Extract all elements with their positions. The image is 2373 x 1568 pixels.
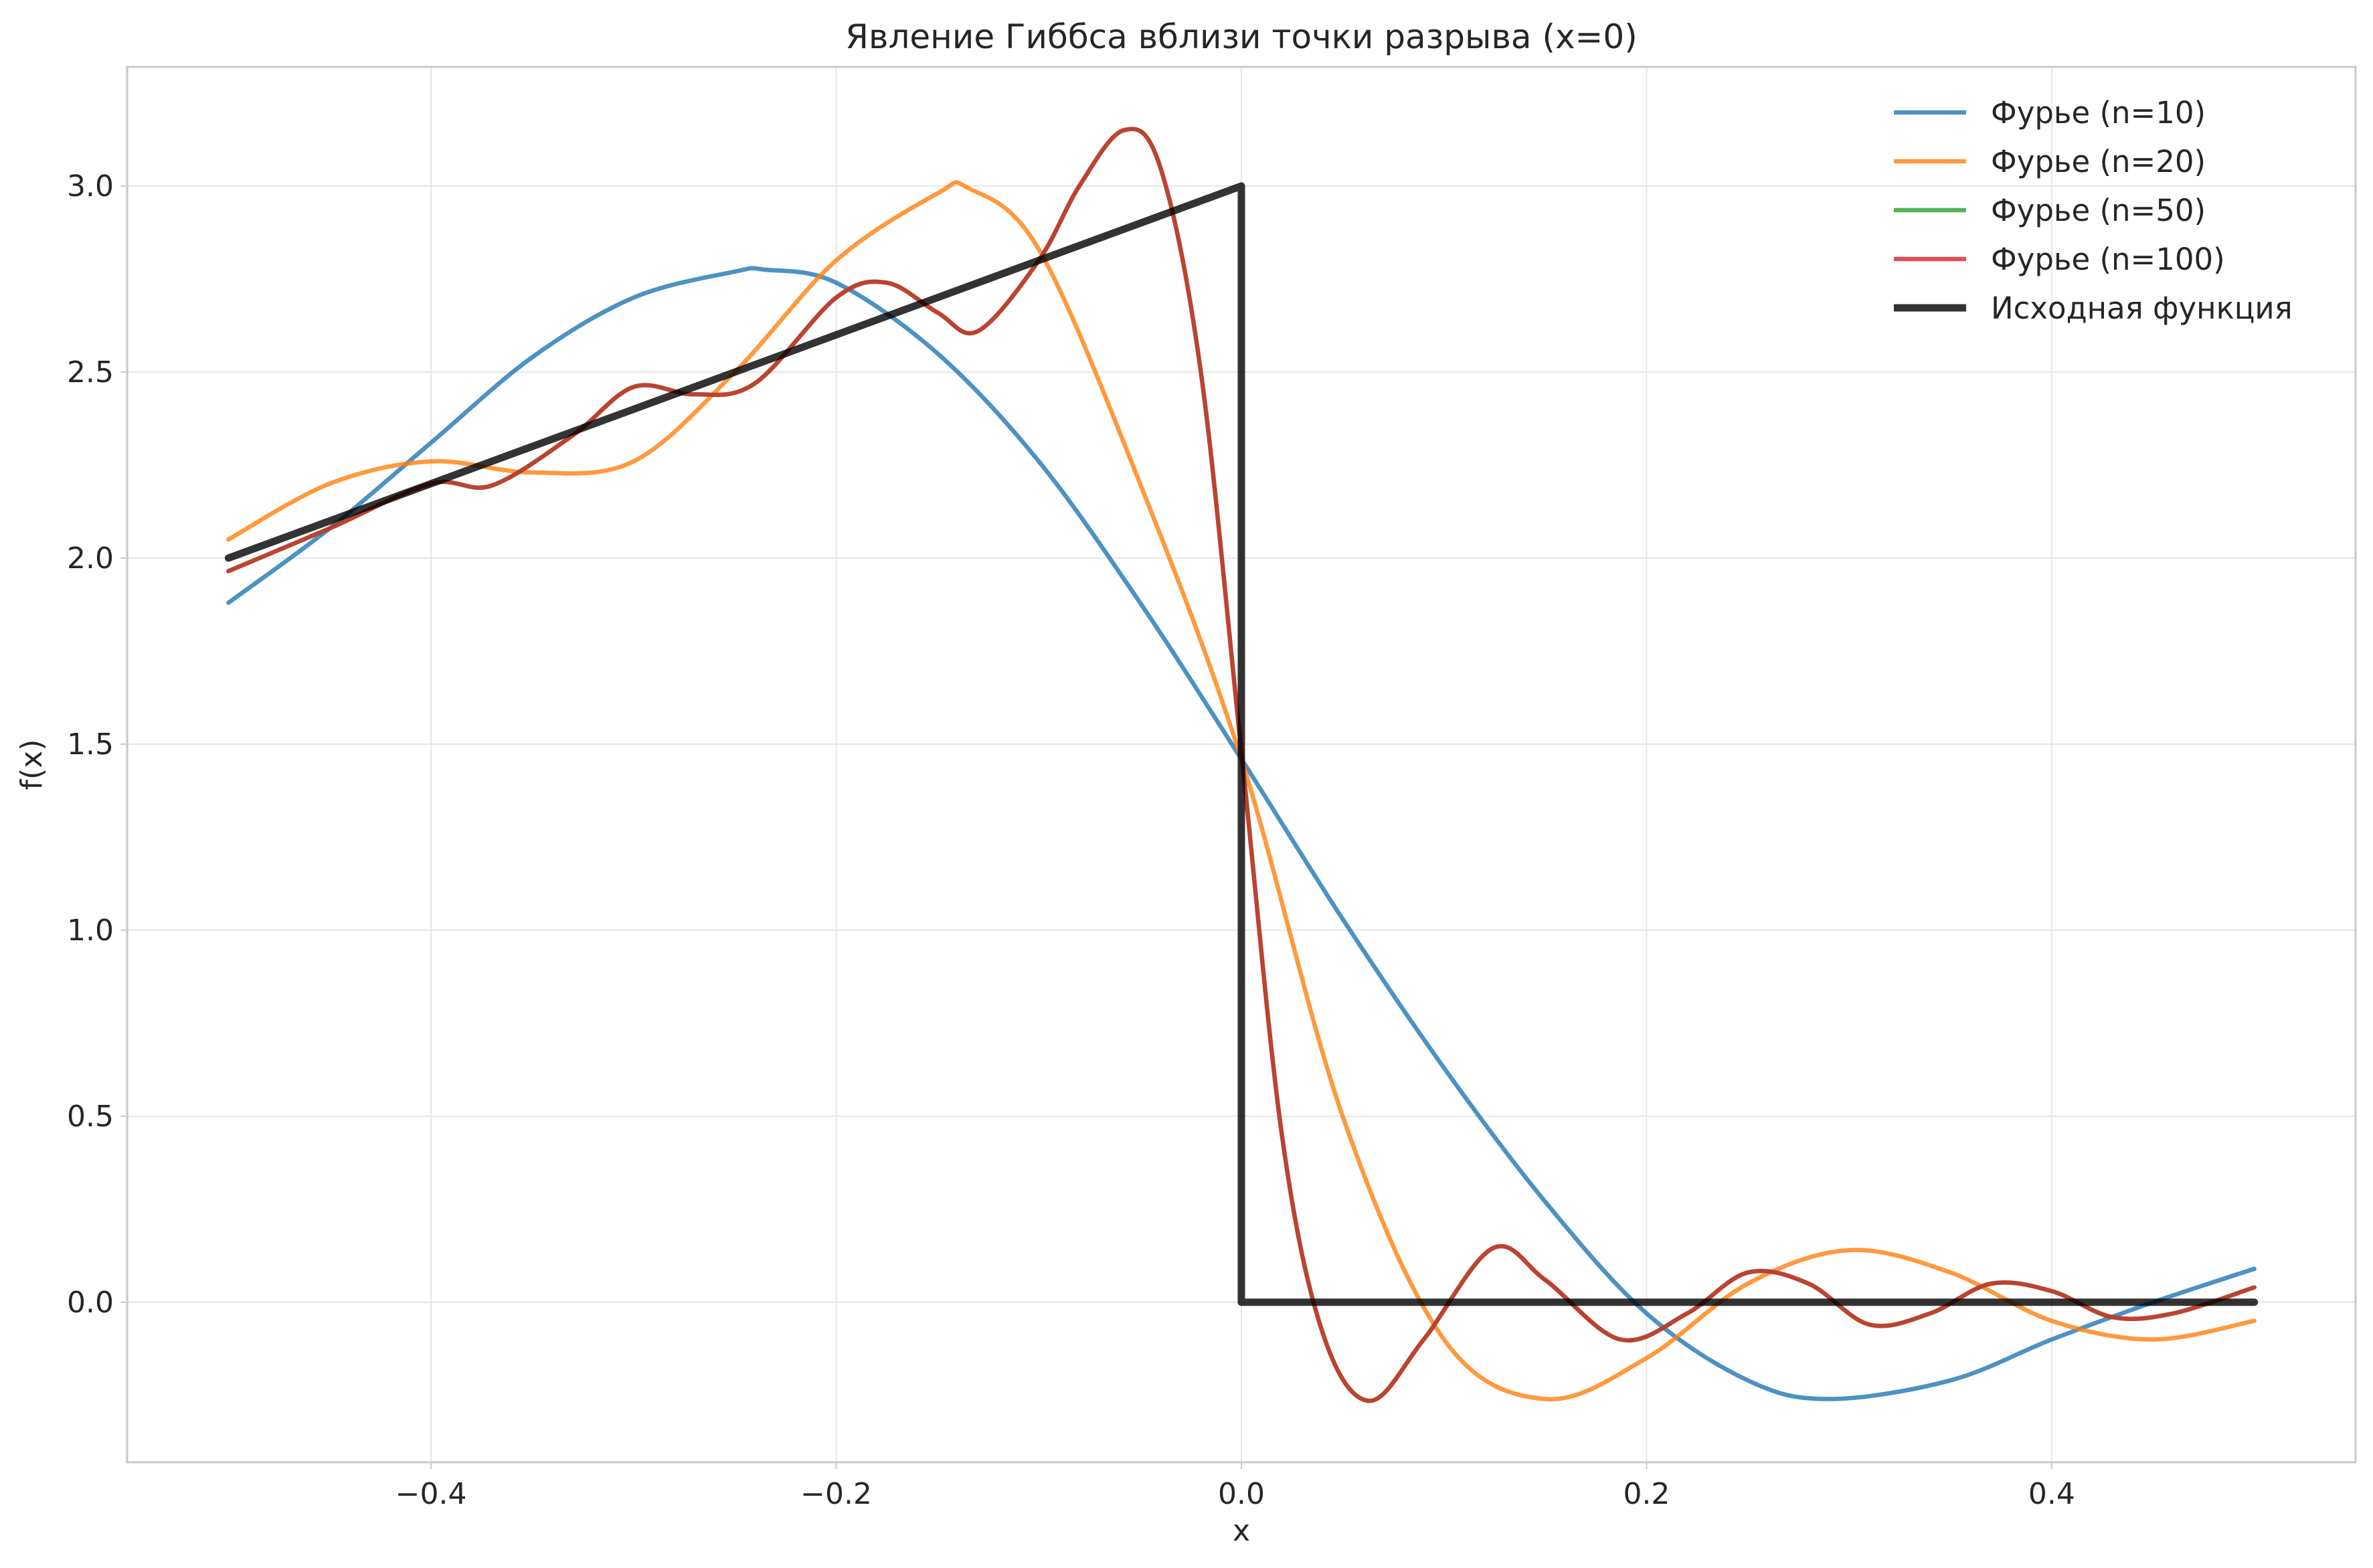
series-line-2 bbox=[226, 180, 2257, 1402]
y-tick-label: 2.0 bbox=[67, 541, 114, 576]
y-tick-label: 1.0 bbox=[67, 913, 114, 948]
legend: Фурье (n=10) Фурье (n=20) Фурье (n=50) Фурь… bbox=[1894, 95, 2293, 326]
legend-entry: Фурье (n=10) bbox=[1991, 95, 2206, 130]
series-lines bbox=[224, 126, 2259, 1403]
y-tick-label: 0.5 bbox=[67, 1100, 114, 1134]
legend-entry: Фурье (n=20) bbox=[1991, 144, 2206, 179]
series-line-1 bbox=[226, 266, 2257, 1401]
ticks: −0.4 −0.2 0.0 0.2 0.4 0.0 0.5 1.0 1.5 2.0 2.5 3.0 bbox=[67, 169, 2075, 1511]
y-tick-label: 2.5 bbox=[67, 355, 114, 389]
x-tick-label: 0.0 bbox=[1218, 1477, 1265, 1511]
y-tick-label: 1.5 bbox=[67, 727, 114, 762]
y-axis-label: f(x) bbox=[15, 739, 49, 790]
chart-title: Явление Гиббса вблизи точки разрыва (x=0… bbox=[845, 17, 1638, 56]
x-tick-label: −0.4 bbox=[396, 1477, 467, 1511]
x-axis-label: x bbox=[1233, 1514, 1250, 1548]
x-tick-label: −0.2 bbox=[800, 1477, 872, 1511]
x-tick-label: 0.2 bbox=[1623, 1477, 1670, 1511]
x-tick-label: 0.4 bbox=[2028, 1477, 2075, 1511]
y-tick-label: 3.0 bbox=[67, 169, 114, 203]
legend-entry: Фурье (n=50) bbox=[1991, 193, 2206, 228]
series-line-5 bbox=[224, 182, 2259, 1306]
legend-entry: Исходная функция bbox=[1991, 290, 2293, 326]
legend-entry: Фурье (n=100) bbox=[1991, 242, 2225, 277]
y-tick-label: 0.0 bbox=[67, 1286, 114, 1320]
